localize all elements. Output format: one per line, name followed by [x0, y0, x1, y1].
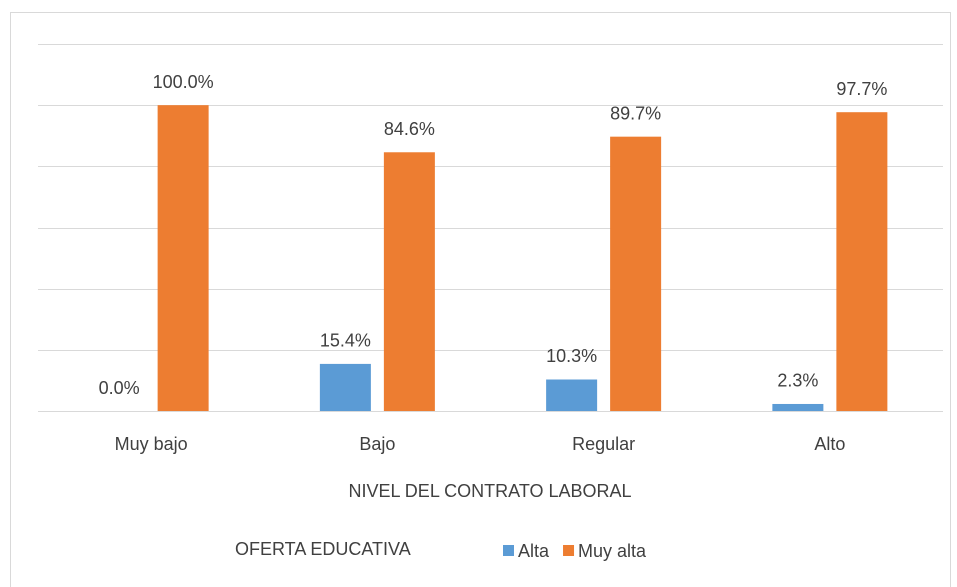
chart-frame [10, 12, 951, 587]
bar [546, 379, 598, 411]
legend-title: OFERTA EDUCATIVA [235, 539, 411, 559]
x-tick-label: Regular [572, 434, 635, 454]
bar [610, 136, 662, 412]
data-label: 97.7% [836, 79, 887, 99]
bar [383, 152, 435, 411]
bar [157, 105, 209, 412]
data-label: 89.7% [610, 103, 661, 123]
data-label: 10.3% [546, 346, 597, 366]
bar [319, 363, 371, 411]
legend-swatch [563, 545, 575, 556]
x-tick-label: Bajo [359, 434, 395, 454]
x-tick-label: Alto [814, 434, 845, 454]
x-tick-label: Muy bajo [115, 434, 188, 454]
data-label: 2.3% [777, 371, 818, 391]
bar [772, 403, 824, 411]
data-label: 100.0% [153, 72, 214, 92]
bar [836, 112, 888, 411]
data-label: 84.6% [384, 119, 435, 139]
legend-label: Alta [518, 541, 550, 561]
data-label: 15.4% [320, 331, 371, 351]
legend-label: Muy alta [578, 541, 647, 561]
legend-swatch [503, 545, 514, 556]
x-axis-title: NIVEL DEL CONTRATO LABORAL [348, 481, 631, 501]
data-label: 0.0% [99, 378, 140, 398]
